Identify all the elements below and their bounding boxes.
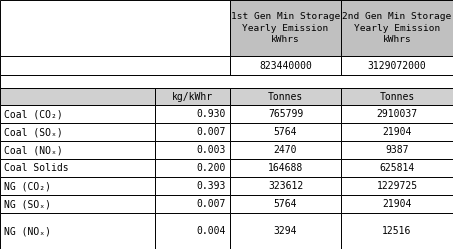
Text: 0.007: 0.007 [197,199,226,209]
Bar [0,75,453,88]
Bar [341,123,453,141]
Bar [341,213,453,249]
Bar [341,56,453,75]
Bar [155,88,230,105]
Bar [0,0,230,56]
Bar [155,213,230,249]
Bar [341,195,453,213]
Text: 1st Gen Min Storage
Yearly Emission
kWhrs: 1st Gen Min Storage Yearly Emission kWhr… [231,12,340,44]
Text: NG (CO₂): NG (CO₂) [4,181,51,191]
Bar [0,141,155,159]
Bar [155,177,230,195]
Bar [230,213,341,249]
Bar [155,159,230,177]
Text: Tonnes: Tonnes [379,91,414,102]
Text: 2470: 2470 [274,145,297,155]
Text: 625814: 625814 [379,163,414,173]
Text: 21904: 21904 [382,127,412,137]
Text: 0.393: 0.393 [197,181,226,191]
Bar [0,195,155,213]
Bar [155,141,230,159]
Text: 1229725: 1229725 [376,181,418,191]
Text: 12516: 12516 [382,226,412,236]
Bar [0,159,155,177]
Bar [155,195,230,213]
Text: 765799: 765799 [268,109,303,119]
Text: Coal (NOₓ): Coal (NOₓ) [4,145,63,155]
Text: Coal (SOₓ): Coal (SOₓ) [4,127,63,137]
Text: kg/kWhr: kg/kWhr [172,91,213,102]
Text: 9387: 9387 [385,145,409,155]
Bar [0,177,155,195]
Bar [0,123,155,141]
Bar [230,0,341,56]
Bar [230,56,341,75]
Bar [230,141,341,159]
Bar [0,213,155,249]
Text: NG (SOₓ): NG (SOₓ) [4,199,51,209]
Bar [341,177,453,195]
Text: Tonnes: Tonnes [268,91,303,102]
Bar [341,105,453,123]
Text: 2nd Gen Min Storage
Yearly Emission
kWhrs: 2nd Gen Min Storage Yearly Emission kWhr… [342,12,452,44]
Text: 3129072000: 3129072000 [368,61,426,70]
Text: 5764: 5764 [274,127,297,137]
Text: Coal (CO₂): Coal (CO₂) [4,109,63,119]
Bar [341,141,453,159]
Bar [230,88,341,105]
Text: 0.007: 0.007 [197,127,226,137]
Text: 0.930: 0.930 [197,109,226,119]
Text: 3294: 3294 [274,226,297,236]
Text: 323612: 323612 [268,181,303,191]
Text: 0.003: 0.003 [197,145,226,155]
Bar [155,123,230,141]
Bar [230,123,341,141]
Text: Coal Solids: Coal Solids [4,163,68,173]
Bar [0,56,230,75]
Text: 164688: 164688 [268,163,303,173]
Text: 0.004: 0.004 [197,226,226,236]
Text: 0.200: 0.200 [197,163,226,173]
Bar [230,159,341,177]
Bar [341,159,453,177]
Bar [341,0,453,56]
Bar [230,177,341,195]
Bar [341,88,453,105]
Text: 21904: 21904 [382,199,412,209]
Bar [155,105,230,123]
Bar [0,88,155,105]
Text: NG (NOₓ): NG (NOₓ) [4,226,51,236]
Bar [230,105,341,123]
Text: 823440000: 823440000 [259,61,312,70]
Bar [230,195,341,213]
Text: 2910037: 2910037 [376,109,418,119]
Bar [0,105,155,123]
Text: 5764: 5764 [274,199,297,209]
